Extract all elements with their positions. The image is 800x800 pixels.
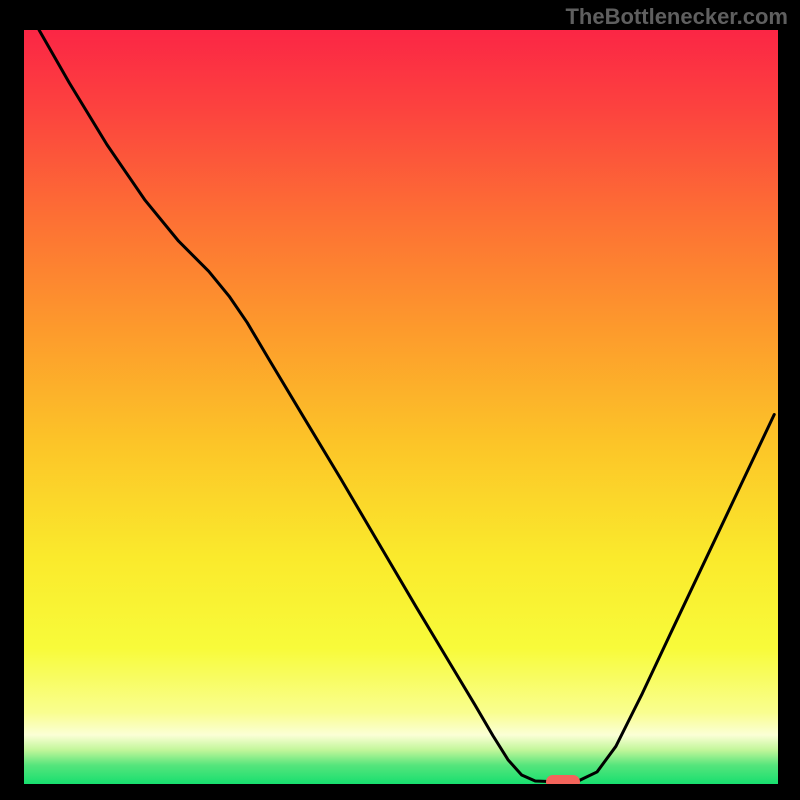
plot-svg xyxy=(24,30,778,784)
optimum-marker xyxy=(546,775,580,784)
plot-background xyxy=(24,30,778,784)
watermark-text: TheBottlenecker.com xyxy=(565,4,788,30)
chart-frame: TheBottlenecker.com xyxy=(0,0,800,800)
plot-area xyxy=(24,30,778,784)
